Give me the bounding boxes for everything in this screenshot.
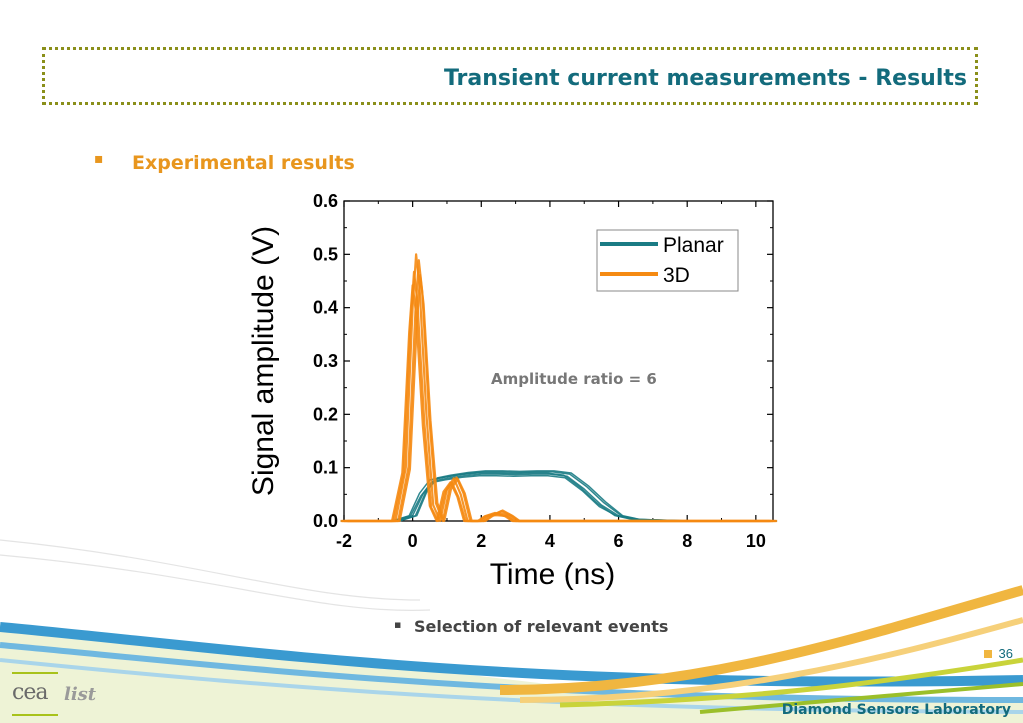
amplitude-ratio-annotation: Amplitude ratio = 6 [491,370,657,388]
logo-list: list [64,684,97,705]
legend-box [596,229,739,292]
title-box: Transient current measurements - Results [42,47,978,105]
x-tick-label: 8 [682,531,692,551]
legend-label: Planar [663,234,724,257]
x-tick-label: 6 [614,531,624,551]
y-tick-label: 0.5 [313,244,338,264]
logo-line-top [12,672,58,674]
y-tick-label: 0.0 [313,511,338,531]
series-line-planar [340,472,770,522]
x-tick-label: 0 [408,531,418,551]
sub-bullet-square: ▪ [394,618,402,631]
y-tick-label: 0.6 [313,191,338,211]
footer-lab-name: Diamond Sensors Laboratory [781,702,1011,718]
series-line-planar [346,471,776,522]
y-axis-label: Signal amplitude (V) [247,226,280,496]
series-line-planar [348,470,778,522]
x-tick-label: -2 [336,531,352,551]
section-heading: Experimental results [132,152,355,174]
page-number: 36 [998,646,1013,661]
slide-title: Transient current measurements - Results [443,66,967,91]
bullet-square: ▪ [94,151,104,167]
y-tick-label: 0.2 [313,404,338,424]
x-tick-label: 10 [746,531,766,551]
legend-label: 3D [663,264,690,287]
page-number-marker [984,650,992,658]
y-tick-label: 0.4 [313,298,338,318]
series-line-3d [348,274,778,523]
y-tick-label: 0.3 [313,351,338,371]
x-tick-label: 4 [545,531,555,551]
caption: Selection of relevant events [414,617,669,636]
series-line-3d [340,284,770,523]
y-tick-label: 0.1 [313,458,338,478]
x-axis-label: Time (ns) [490,558,616,591]
logo-cea: cea [12,680,48,705]
x-tick-label: 2 [476,531,486,551]
logo-line-bottom [12,714,58,716]
